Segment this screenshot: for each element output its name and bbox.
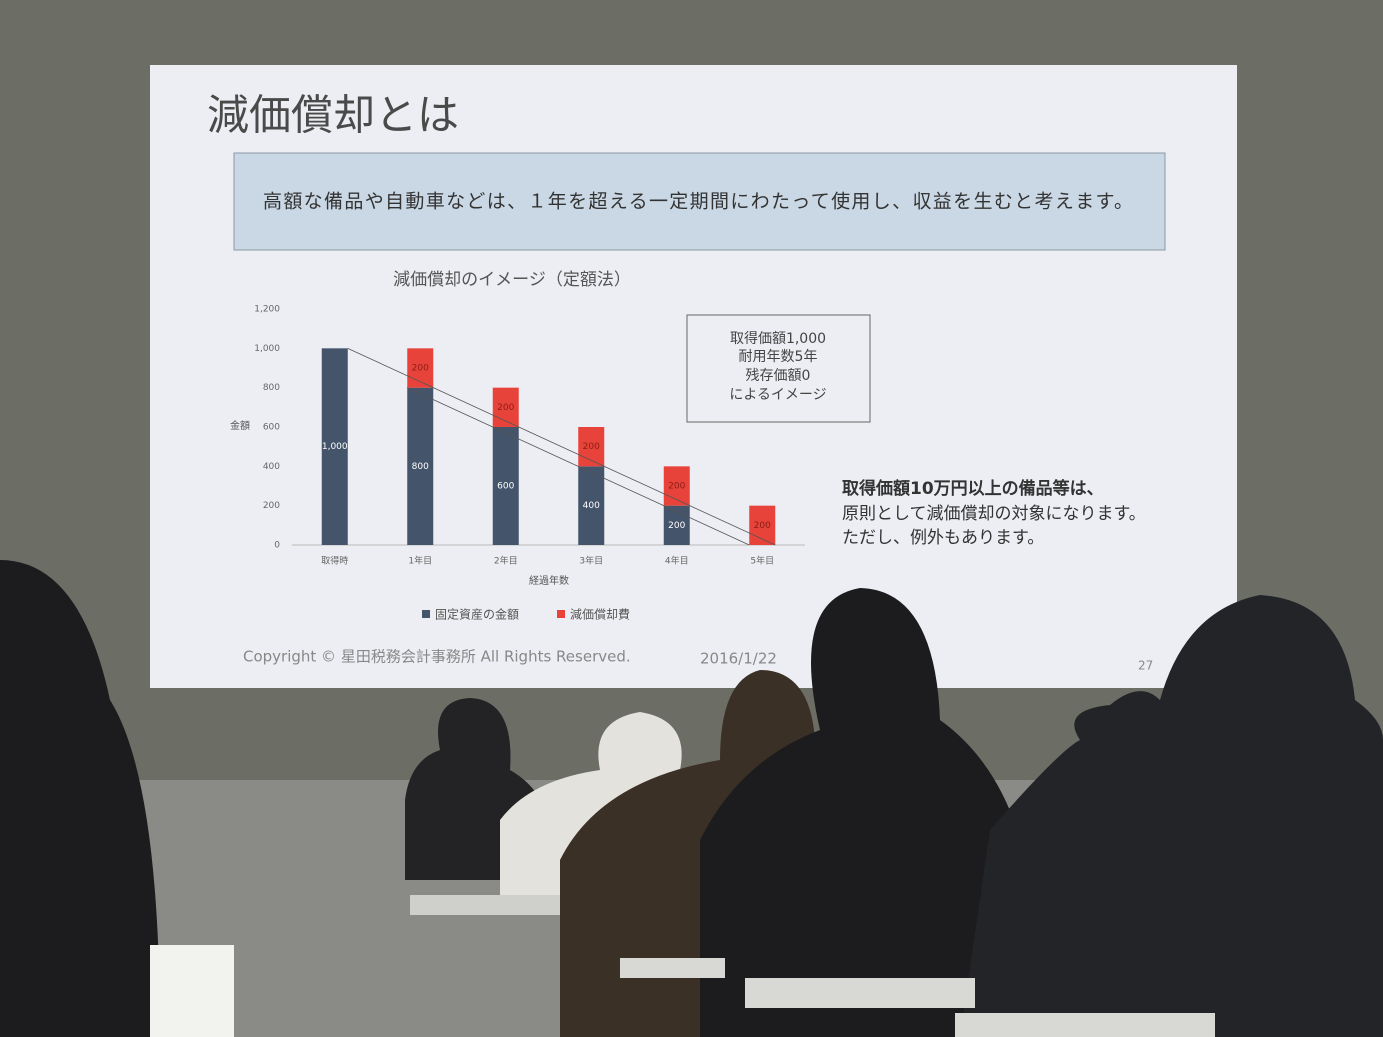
note-line: 残存価額0 (746, 368, 811, 384)
data-label: 200 (668, 482, 685, 492)
note-line: 取得価額1,000 (730, 330, 826, 347)
y-tick-label: 400 (263, 462, 280, 472)
x-axis-label: 経過年数 (529, 574, 569, 587)
x-tick-label: 4年目 (665, 555, 689, 567)
copyright: Copyright © 星田税務会計事務所 All Rights Reserve… (243, 648, 631, 666)
x-tick-label: 1年目 (408, 555, 432, 567)
data-label: 200 (583, 442, 600, 452)
y-axis-label: 金額 (230, 419, 250, 432)
data-label: 200 (412, 364, 429, 374)
y-tick-label: 0 (274, 541, 280, 551)
data-label: 800 (412, 462, 429, 472)
x-tick-label: 取得時 (321, 555, 348, 567)
slide-title: 減価償却とは (207, 91, 459, 140)
person (700, 588, 1030, 1037)
bar-segment (492, 427, 519, 545)
bar-segment (407, 387, 434, 545)
audience (0, 560, 1383, 1037)
chart-title: 減価償却のイメージ（定額法） (393, 270, 631, 290)
desk (745, 978, 975, 1008)
banner-text: 高額な備品や自動車などは、１年を超える一定期間にわたって使用し、収益を生むと考え… (263, 191, 1133, 213)
data-label: 1,000 (322, 442, 348, 452)
bar-segment (578, 466, 605, 545)
bar-segment (749, 505, 776, 545)
legend-label: 固定資産の金額 (435, 607, 519, 622)
bar-segment (663, 505, 690, 545)
y-tick-label: 600 (263, 423, 280, 433)
chart: 0 200 400 600 800 1,000 1,200 取得時 1,000 1年目 800 200… (254, 305, 805, 622)
side-text: 原則として減価償却の対象になります。 (842, 504, 1146, 524)
bar-segment (492, 387, 519, 427)
x-tick-label: 5年目 (750, 555, 774, 567)
data-label: 200 (668, 521, 685, 531)
note-line: 耐用年数5年 (739, 349, 818, 365)
date: 2016/1/22 (700, 650, 777, 668)
person (0, 560, 160, 1037)
data-label: 200 (754, 521, 771, 531)
data-label: 600 (497, 482, 514, 492)
legend-swatch (422, 610, 430, 618)
side-text: ただし、例外もあります。 (842, 528, 1044, 548)
x-tick-label: 2年目 (494, 555, 518, 567)
bar-segment (321, 348, 348, 545)
trend-line (347, 347, 776, 546)
side-text: 取得価額10万円以上の備品等は、 (842, 478, 1104, 499)
page-number: 27 (1138, 659, 1153, 673)
desk (620, 958, 725, 978)
cup (150, 945, 234, 1037)
note-line: によるイメージ (729, 387, 826, 403)
data-label: 400 (583, 501, 600, 511)
bar-segment (407, 348, 434, 388)
person (960, 595, 1383, 1037)
bar-segment (663, 466, 690, 506)
y-tick-label: 200 (263, 501, 280, 511)
legend-label: 減価償却費 (570, 607, 630, 622)
x-tick-label: 3年目 (579, 555, 603, 567)
y-tick-label: 800 (263, 383, 280, 393)
data-label: 200 (497, 403, 514, 413)
y-tick-label: 1,000 (254, 344, 280, 354)
desk (410, 895, 560, 915)
desk (955, 1013, 1215, 1037)
note-box (686, 314, 871, 423)
banner-box (233, 152, 1166, 251)
trend-line-decoration (407, 387, 750, 546)
legend-swatch (557, 610, 565, 618)
y-tick-label: 1,200 (254, 305, 280, 315)
bar-segment (578, 427, 605, 467)
